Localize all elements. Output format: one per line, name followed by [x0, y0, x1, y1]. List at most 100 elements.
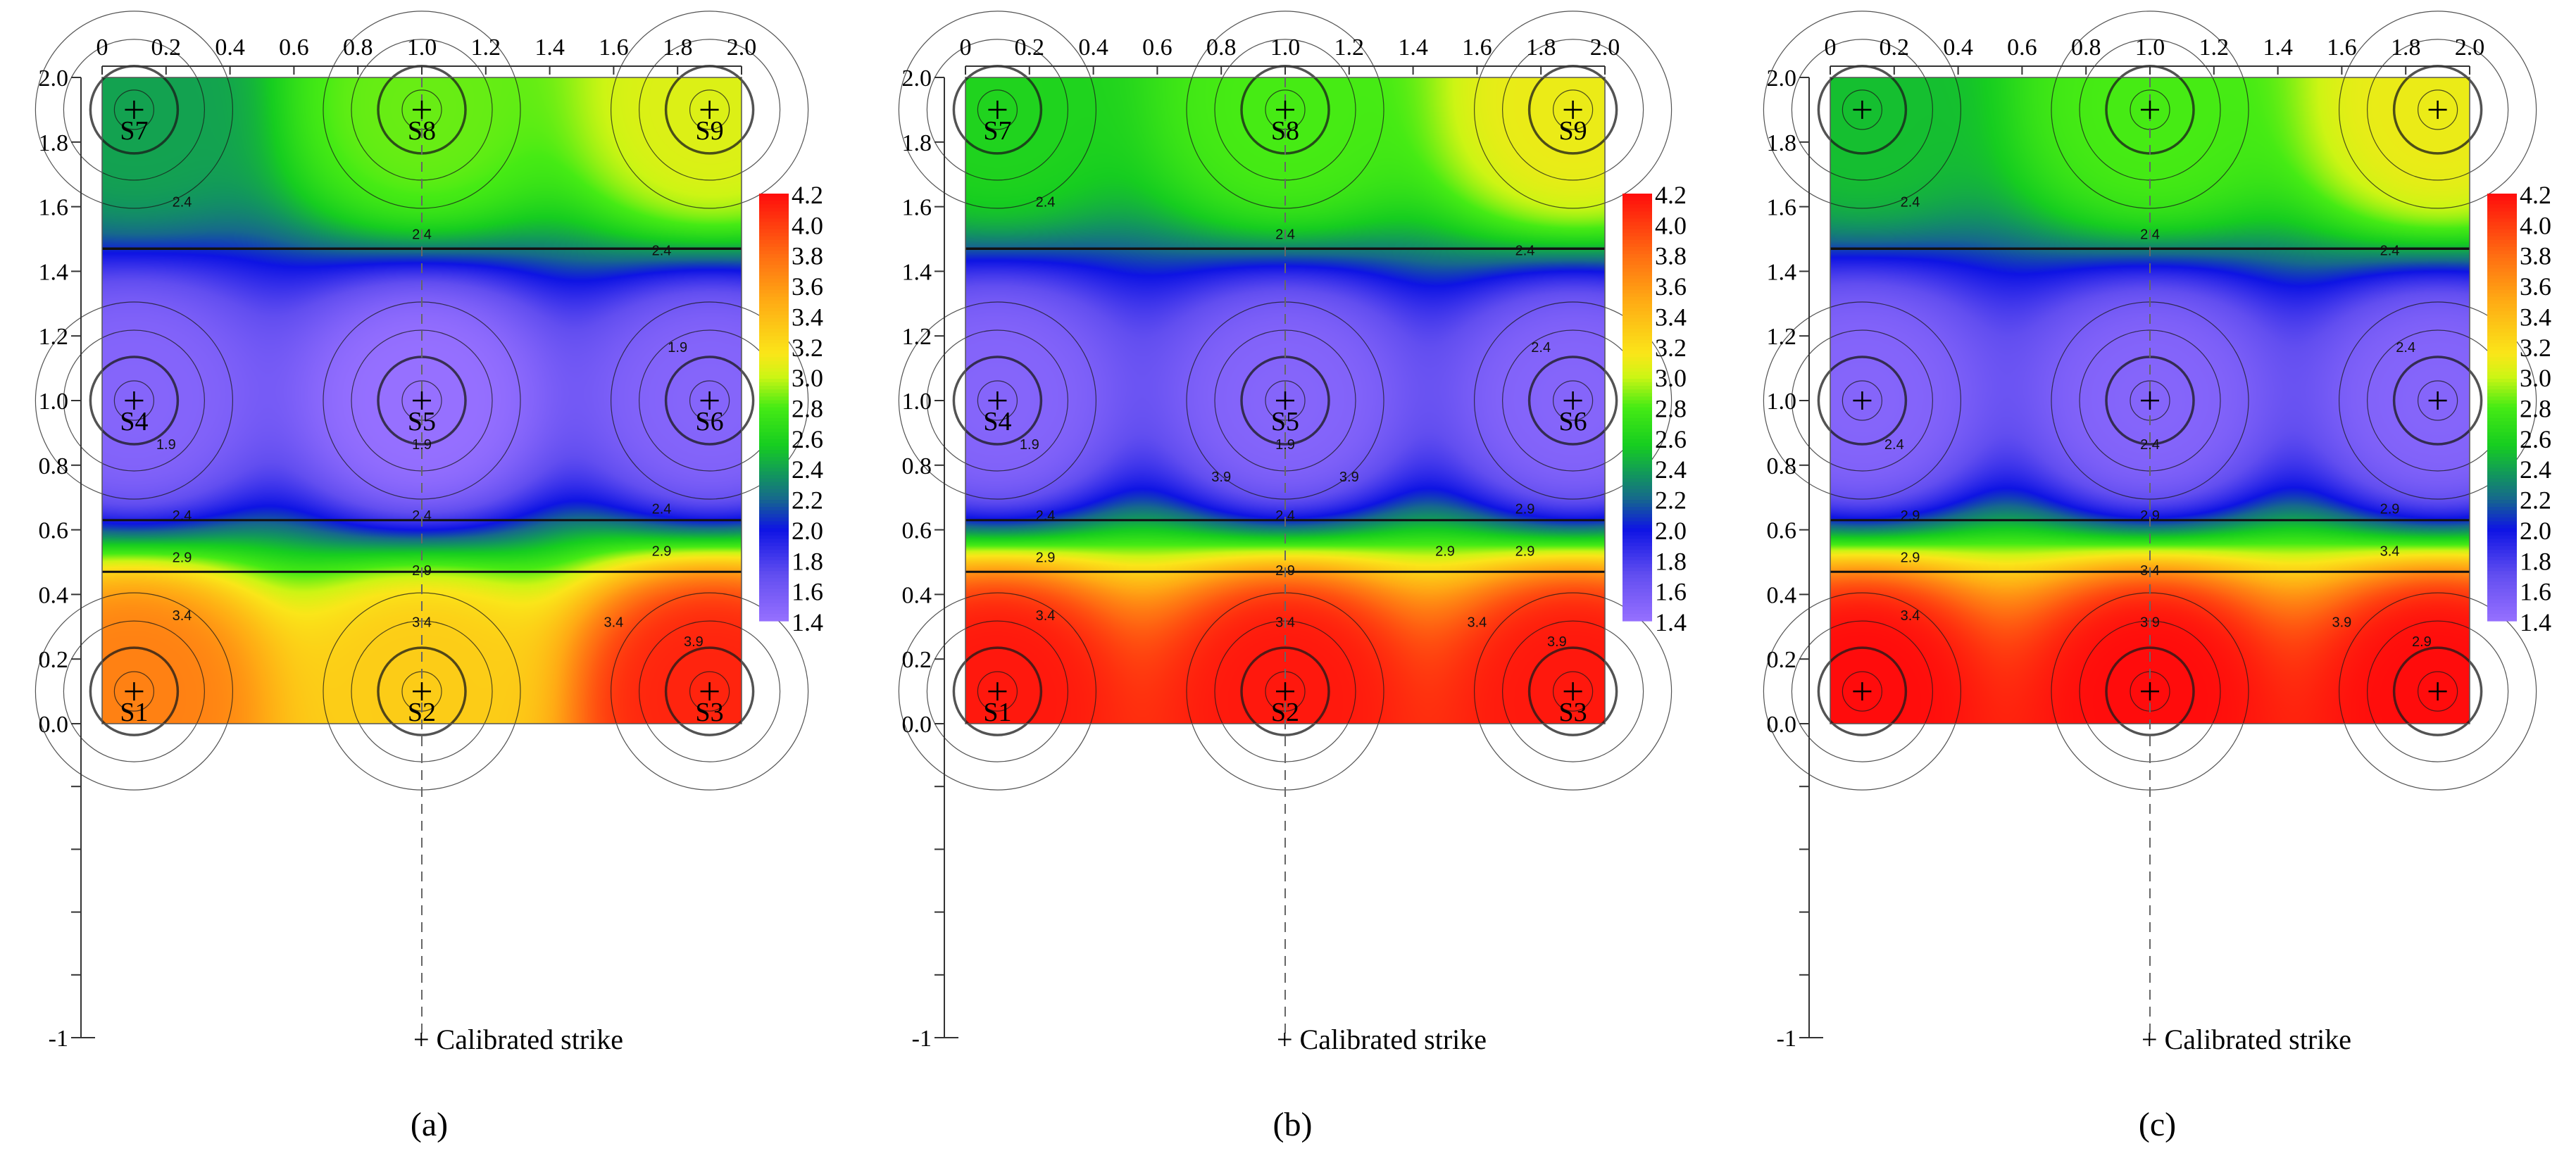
sensor-label: S5	[408, 407, 436, 436]
colorbar-swatch	[2487, 225, 2517, 230]
sensor-label: S7	[983, 116, 1011, 146]
colorbar-swatch	[2487, 339, 2517, 344]
colorbar-swatch	[1622, 464, 1652, 469]
colorbar-swatch	[1622, 307, 1652, 312]
contour-ring	[1473, 301, 1672, 500]
sensor-label: S3	[1559, 698, 1587, 727]
x-tick-label: 1.4	[2263, 34, 2293, 61]
colorbar-swatch	[759, 350, 789, 355]
colorbar-swatch	[2487, 450, 2517, 454]
colorbar-swatch	[759, 396, 789, 401]
colorbar-swatch	[759, 610, 789, 615]
y-tick-label: 0.4	[39, 582, 69, 608]
colorbar-swatch	[1622, 367, 1652, 372]
sensor-marker: S9	[696, 100, 724, 146]
x-tick-label: 2.0	[1590, 34, 1620, 61]
contour-label: 3.9	[1547, 634, 1567, 650]
colorbar-tick-label: 1.8	[792, 547, 823, 575]
colorbar-swatch	[1622, 194, 1652, 198]
colorbar-swatch	[1622, 450, 1652, 454]
colorbar-swatch	[759, 571, 789, 575]
contour-ring	[2417, 671, 2458, 712]
colorbar-swatch	[1622, 613, 1652, 618]
colorbar-swatch	[2487, 485, 2517, 490]
colorbar-swatch	[2487, 581, 2517, 586]
colorbar-swatch	[759, 617, 789, 622]
contour-label: 2.4	[1036, 195, 1056, 210]
sensor-marker	[1853, 391, 1872, 410]
colorbar-swatch	[2487, 553, 2517, 558]
contour-label: 2.9	[1036, 551, 1056, 566]
colorbar-swatch	[759, 382, 789, 386]
sensor-marker: S4	[120, 391, 148, 436]
contour-label: 2.4	[412, 508, 432, 524]
x-tick-label: 2.0	[727, 34, 757, 61]
colorbar-swatch	[1622, 360, 1652, 365]
sensor-label: S4	[120, 407, 148, 436]
colorbar-tick-label: 1.6	[2520, 578, 2551, 606]
colorbar-swatch	[759, 204, 789, 208]
x-tick-label: 1.2	[471, 34, 501, 61]
colorbar-swatch	[2487, 293, 2517, 298]
y-tick-label: 0.2	[1767, 647, 1797, 673]
colorbar-swatch	[759, 528, 789, 533]
contour-ring	[2366, 620, 2509, 762]
colorbar-swatch	[759, 243, 789, 248]
colorbar-swatch	[1622, 460, 1652, 465]
contour-label: 2.9	[2140, 508, 2160, 524]
contour-ring	[35, 301, 233, 500]
colorbar-swatch	[2487, 246, 2517, 251]
colorbar-swatch	[759, 197, 789, 201]
colorbar-swatch	[2487, 471, 2517, 476]
colorbar-swatch	[1622, 225, 1652, 230]
colorbar-swatch	[1622, 371, 1652, 376]
contour-label: 2.9	[652, 543, 672, 559]
contour-ring	[113, 671, 154, 712]
sensor-label: S9	[696, 116, 724, 146]
colorbar-swatch	[1622, 204, 1652, 208]
colorbar-tick-label: 3.6	[792, 272, 823, 301]
x-tick-label: 0.4	[1943, 34, 1973, 61]
colorbar-swatch	[1622, 243, 1652, 248]
colorbar-swatch	[1622, 232, 1652, 237]
colorbar-swatch	[759, 246, 789, 251]
y-tick-label: 2.0	[39, 65, 69, 92]
contour-ring	[610, 11, 809, 209]
colorbar-swatch	[1622, 503, 1652, 508]
colorbar-tick-label: 3.0	[792, 364, 823, 392]
colorbar-swatch	[759, 435, 789, 440]
colorbar-swatch	[1622, 414, 1652, 419]
colorbar-swatch	[2487, 332, 2517, 336]
colorbar-swatch	[1622, 542, 1652, 547]
contour-ring	[664, 646, 755, 736]
colorbar-swatch	[2487, 446, 2517, 451]
colorbar-swatch	[2487, 546, 2517, 551]
x-tick-label: 0.8	[343, 34, 373, 61]
colorbar-swatch	[2487, 289, 2517, 294]
colorbar-swatch	[759, 531, 789, 536]
colorbar-swatch	[759, 589, 789, 593]
sensor-label: S4	[983, 407, 1011, 436]
colorbar-swatch	[2487, 457, 2517, 461]
colorbar-swatch	[1622, 353, 1652, 358]
colorbar-swatch	[2487, 417, 2517, 422]
sensor-marker: S6	[1559, 391, 1587, 436]
colorbar-tick-label: 4.2	[792, 181, 823, 209]
x-tick-label: 0.4	[1078, 34, 1108, 61]
colorbar-swatch	[759, 496, 789, 501]
sensor-marker	[2141, 391, 2159, 410]
colorbar-swatch	[1622, 289, 1652, 294]
caption-a: (a)	[410, 1106, 449, 1143]
colorbar-swatch	[759, 414, 789, 419]
contour-label: 1.9	[156, 437, 176, 453]
colorbar-swatch	[759, 357, 789, 362]
colorbar-swatch	[759, 560, 789, 565]
colorbar-swatch	[1622, 556, 1652, 561]
x-tick-label: 0.2	[1015, 34, 1045, 61]
colorbar-swatch	[2487, 606, 2517, 611]
colorbar-swatch	[1622, 253, 1652, 258]
colorbar-swatch	[2487, 443, 2517, 447]
contour-ring	[2366, 39, 2509, 181]
colorbar-swatch	[1622, 208, 1652, 212]
colorbar-swatch	[2487, 428, 2517, 433]
